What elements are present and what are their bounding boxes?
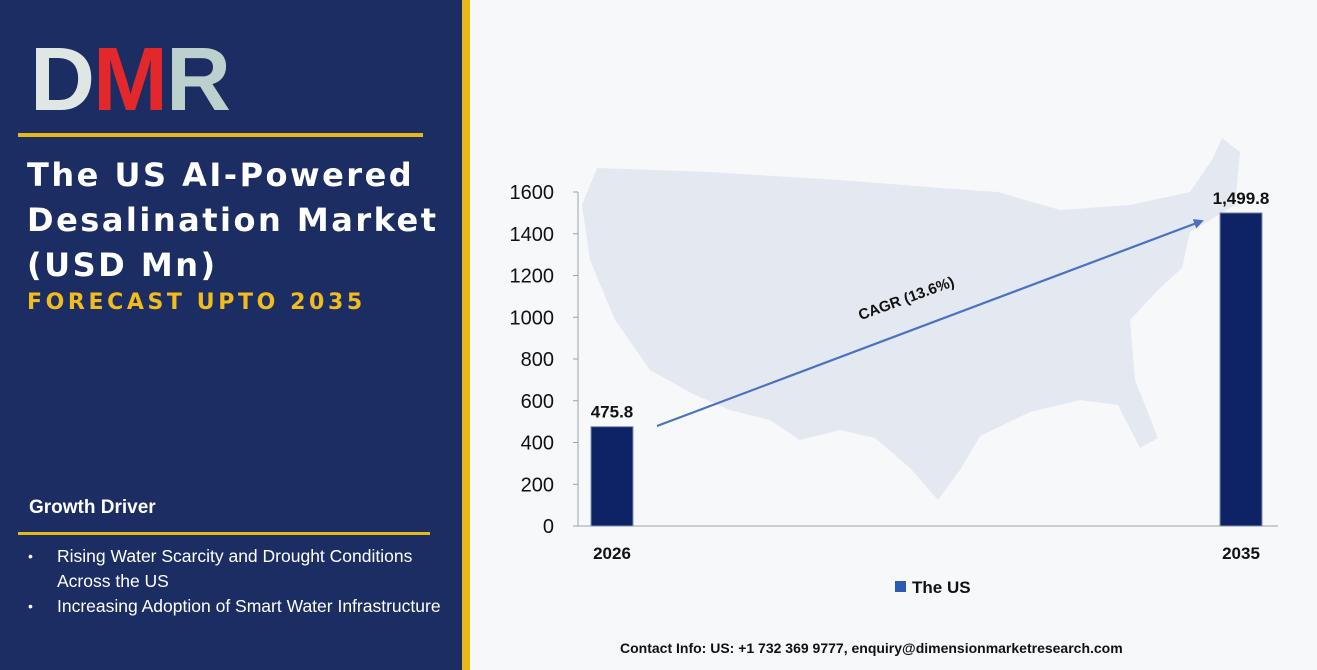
y-tick-label: 1200	[510, 266, 555, 288]
chart-area: 0 200 400 600 800 1000 1200 1400 1600 475.8 1,499…	[470, 0, 1317, 670]
y-tick-label: 1400	[510, 224, 555, 246]
bars: 475.8 1,499.8	[590, 189, 1270, 527]
legend-swatch	[895, 581, 906, 592]
legend-label: The US	[912, 578, 971, 597]
bar-chart: 0 200 400 600 800 1000 1200 1400 1600 475.8 1,499…	[510, 138, 1278, 597]
growth-driver-list: Rising Water Scarcity and Drought Condit…	[28, 544, 448, 619]
y-tick-label: 600	[521, 391, 554, 413]
svg-text:DMR: DMR	[30, 38, 230, 120]
y-tick-label: 1000	[510, 307, 555, 329]
growth-driver-item: Increasing Adoption of Smart Water Infra…	[28, 594, 448, 619]
y-tick-label: 0	[543, 516, 554, 538]
y-tick-label: 200	[521, 474, 554, 496]
bar	[590, 426, 634, 527]
bar	[1219, 212, 1263, 527]
data-label: 1,499.8	[1213, 189, 1270, 208]
logo-letter-m: M	[93, 38, 166, 120]
page-title: The US AI-Powered Desalination Market (U…	[27, 156, 439, 284]
logo-letter-r: R	[166, 38, 230, 120]
divider-growth	[18, 532, 430, 535]
page-subtitle: FORECAST UPTO 2035	[27, 290, 366, 315]
y-tick-label: 400	[521, 433, 554, 455]
y-axis-ticks: 0 200 400 600 800 1000 1200 1400 1600	[510, 182, 578, 538]
data-label: 475.8	[591, 403, 634, 422]
growth-driver-heading: Growth Driver	[29, 497, 156, 518]
y-tick-label: 1600	[510, 182, 555, 204]
cagr-arrow	[656, 219, 1204, 428]
x-category-label: 2026	[593, 544, 631, 563]
logo-letter-d: D	[30, 38, 93, 120]
gold-divider-strip	[462, 0, 470, 670]
y-tick-label: 800	[521, 349, 554, 371]
us-map-background	[582, 138, 1240, 500]
left-panel: DMR The US AI-Powered Desalination Marke…	[0, 0, 462, 670]
growth-driver-item: Rising Water Scarcity and Drought Condit…	[28, 544, 448, 594]
dmr-logo: DMR	[30, 38, 232, 120]
x-category-label: 2035	[1222, 544, 1260, 563]
divider-top	[18, 133, 423, 137]
contact-info: Contact Info: US: +1 732 369 9777, enqui…	[620, 640, 1123, 656]
x-axis-labels: 2026 2035	[593, 544, 1260, 563]
